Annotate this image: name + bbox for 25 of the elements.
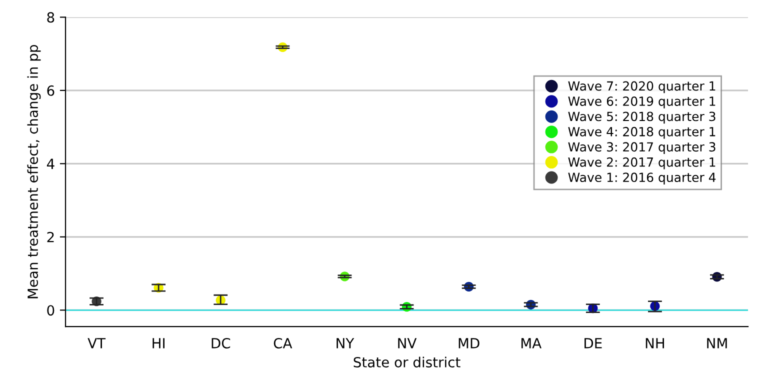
x-tick-label: NV [398, 338, 417, 348]
x-tick-label: MD [458, 338, 480, 348]
legend-label: Wave 3: 2017 quarter 3 [568, 142, 716, 154]
y-tick-label: 0 [47, 305, 54, 316]
x-axis-title: State or district [354, 356, 460, 368]
x-tick-label: DC [212, 338, 230, 348]
y-tick-label: 6 [47, 85, 54, 96]
legend-label: Wave 6: 2019 quarter 1 [568, 96, 716, 108]
x-tick-label: DE [584, 338, 602, 348]
y-tick-label: 4 [46, 158, 54, 169]
legend-label: Wave 1: 2016 quarter 4 [568, 172, 716, 184]
legend-label: Wave 7: 2020 quarter 1 [568, 81, 716, 94]
y-axis-title: Mean treatment effect, change in pp [27, 44, 41, 298]
x-tick-label: CA [274, 338, 292, 348]
x-tick-label: VT [88, 338, 106, 348]
y-tick-label: 2 [47, 232, 54, 242]
legend-label: Wave 4: 2018 quarter 1 [568, 126, 716, 139]
x-tick-label: NH [646, 338, 664, 348]
x-tick-label: MA [521, 338, 542, 348]
legend-label: Wave 2: 2017 quarter 1 [568, 157, 716, 170]
x-tick-label: HI [152, 338, 164, 348]
y-tick-label: 8 [47, 12, 54, 23]
x-tick-label: NY [336, 338, 354, 348]
legend-label: Wave 5: 2018 quarter 3 [568, 112, 716, 124]
x-tick-label: NM [707, 338, 727, 348]
